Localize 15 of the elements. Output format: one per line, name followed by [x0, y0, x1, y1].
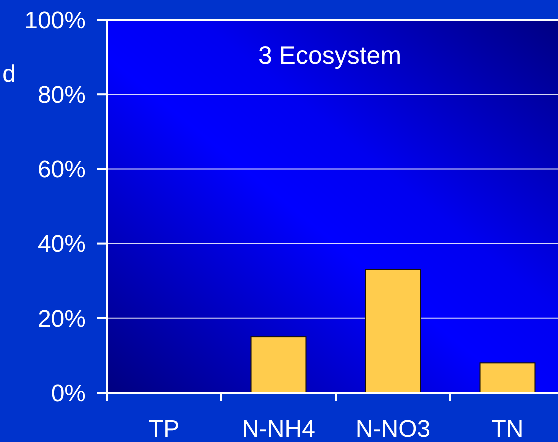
bar	[480, 362, 536, 394]
y-tick-label: 40%	[38, 231, 86, 258]
x-tick-label: N-NH4	[242, 416, 316, 442]
y-tick-label: 80%	[38, 82, 86, 109]
x-tick-label: N-NO3	[356, 416, 431, 442]
y-tick-label: 60%	[38, 156, 86, 184]
x-tick-label: TP	[148, 416, 180, 442]
y-tick-label: 0%	[51, 380, 86, 408]
x-tick-label: TN	[492, 416, 524, 442]
text: 3 Ecosystem	[258, 42, 402, 70]
text: d	[2, 61, 16, 88]
y-tick-label: 20%	[38, 306, 86, 333]
bar	[250, 336, 307, 394]
y-tick-label: 100%	[24, 7, 86, 34]
bar	[365, 269, 422, 394]
